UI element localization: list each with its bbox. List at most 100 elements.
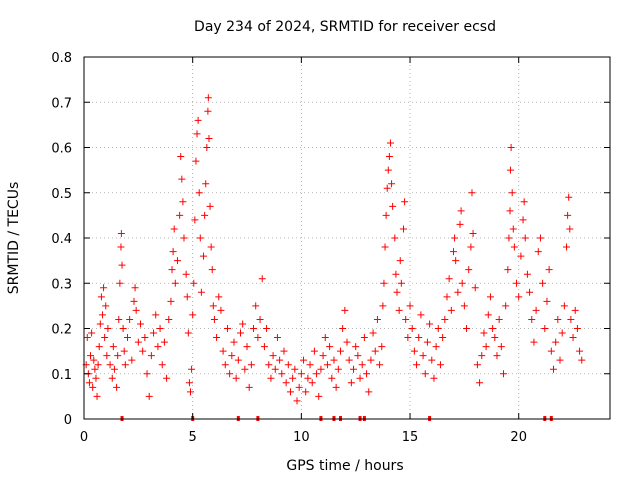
- axis-ticks: [83, 56, 610, 420]
- data-point: [295, 383, 303, 391]
- data-point: [563, 243, 571, 251]
- data-point: [385, 153, 393, 161]
- data-point: [306, 361, 314, 369]
- data-point: [217, 306, 225, 314]
- data-point: [101, 334, 109, 342]
- data-point: [341, 306, 349, 314]
- data-point: [408, 325, 416, 332]
- data-point: [507, 144, 515, 151]
- data-point: [221, 361, 229, 369]
- data-point: [100, 284, 108, 292]
- data-point: [139, 347, 147, 355]
- data-point: [520, 198, 528, 206]
- data-point: [104, 325, 112, 332]
- data-point: [445, 275, 453, 283]
- data-point: [239, 320, 247, 328]
- data-point: [196, 234, 204, 242]
- data-point: [137, 320, 145, 328]
- data-point: [381, 243, 389, 251]
- data-point: [356, 374, 364, 382]
- data-point: [271, 365, 279, 373]
- data-point: [471, 284, 479, 292]
- data-point: [541, 325, 549, 332]
- data-point: [120, 347, 128, 355]
- data-point: [552, 338, 560, 346]
- data-point: [380, 279, 388, 287]
- data-point: [330, 356, 338, 364]
- data-point: [388, 180, 396, 188]
- data-point: [396, 257, 404, 265]
- data-point: [126, 315, 134, 323]
- y-tick-label: 0.3: [51, 277, 72, 292]
- data-point: [304, 374, 312, 382]
- data-point: [350, 365, 358, 373]
- data-point: [88, 329, 96, 337]
- data-point: [204, 94, 212, 102]
- data-point: [469, 229, 477, 237]
- data-point: [493, 352, 501, 360]
- data-point: [189, 311, 197, 319]
- data-point: [106, 361, 114, 369]
- data-point: [302, 388, 310, 396]
- data-point: [180, 234, 188, 242]
- data-point: [421, 370, 429, 378]
- data-point: [413, 361, 421, 369]
- data-point: [201, 211, 209, 219]
- data-point: [158, 361, 166, 369]
- data-point: [373, 315, 381, 323]
- data-point: [87, 352, 95, 360]
- data-point: [504, 266, 512, 274]
- data-point: [468, 189, 476, 197]
- data-point: [478, 352, 486, 360]
- data-point: [190, 279, 198, 287]
- data-point: [347, 379, 355, 387]
- data-point: [258, 275, 266, 283]
- data-point: [332, 383, 340, 391]
- data-point: [480, 329, 488, 337]
- data-point: [571, 306, 579, 314]
- data-point: [465, 266, 473, 274]
- y-tick-label: 0.7: [51, 96, 72, 111]
- data-point: [549, 365, 557, 373]
- data-point: [547, 347, 555, 355]
- data-point: [278, 370, 286, 378]
- data-point: [458, 279, 466, 287]
- data-point: [230, 338, 238, 346]
- data-point: [376, 361, 384, 369]
- x-tick-label: 0: [80, 430, 88, 445]
- data-point: [188, 365, 196, 373]
- data-point: [191, 216, 199, 224]
- data-point: [489, 325, 497, 332]
- data-point: [143, 370, 151, 378]
- data-point: [410, 347, 418, 355]
- data-point: [578, 356, 586, 364]
- data-point: [441, 315, 449, 323]
- data-point: [510, 243, 518, 251]
- data-point: [423, 338, 431, 346]
- data-point: [123, 334, 131, 342]
- data-point: [267, 374, 275, 382]
- data-point: [210, 315, 218, 323]
- data-point: [530, 338, 538, 346]
- data-point: [310, 347, 318, 355]
- data-point: [401, 198, 409, 206]
- data-point: [192, 157, 200, 165]
- data-point: [476, 379, 484, 387]
- data-point: [436, 361, 444, 369]
- data-point: [206, 202, 214, 210]
- data-point: [170, 225, 178, 233]
- x-tick-label: 15: [402, 430, 419, 445]
- data-point: [460, 302, 468, 310]
- data-point: [497, 343, 505, 351]
- data-point: [317, 365, 325, 373]
- data-point: [110, 365, 118, 373]
- data-point: [397, 279, 405, 287]
- data-point: [473, 361, 481, 369]
- data-point: [564, 211, 572, 219]
- chart-title: Day 234 of 2024, SRMTID for receiver ecs…: [194, 19, 496, 35]
- data-point: [92, 374, 100, 382]
- data-point: [179, 198, 187, 206]
- data-point: [534, 248, 542, 256]
- data-point: [430, 374, 438, 382]
- data-point: [252, 302, 260, 310]
